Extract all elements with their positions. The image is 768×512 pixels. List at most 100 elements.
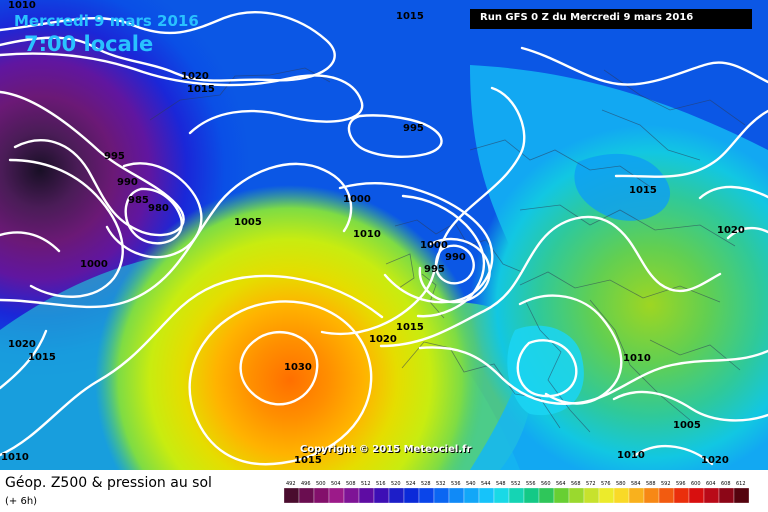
isobar-label: 1020	[8, 339, 36, 350]
legend-value-label: 512	[361, 481, 371, 487]
legend-color-swatch	[463, 487, 480, 504]
legend-color-swatch	[703, 487, 720, 504]
legend-value-label: 612	[736, 481, 746, 487]
legend-value-label: 572	[586, 481, 596, 487]
isobar-label: 980	[148, 203, 169, 214]
legend-color-swatch	[493, 487, 510, 504]
legend-value-label: 500	[316, 481, 326, 487]
legend-color-swatch	[643, 487, 660, 504]
model-run-box	[470, 9, 752, 29]
model-run-text: Run GFS 0 Z du Mercredi 9 mars 2016	[480, 12, 694, 23]
legend-value-label: 548	[496, 481, 506, 487]
legend-color-swatch	[688, 487, 705, 504]
isobar-label: 1030	[284, 362, 312, 373]
legend-value-label: 576	[601, 481, 611, 487]
isobar-label: 1015	[629, 185, 657, 196]
map-time: 7:00 locale	[24, 32, 154, 56]
legend-color-swatch	[418, 487, 435, 504]
legend-color-swatch	[733, 487, 750, 504]
legend-color-swatch	[508, 487, 525, 504]
legend-value-label: 540	[466, 481, 476, 487]
legend-color-swatch	[658, 487, 675, 504]
isobar-label: 1015	[396, 322, 424, 333]
legend-color-swatch	[284, 487, 300, 504]
legend-value-label: 536	[451, 481, 461, 487]
legend-value-label: 564	[556, 481, 566, 487]
color-scale-legend: 492 496 500 504 508 512 516 520 524 528 532 536 540 5…	[284, 481, 750, 504]
isobar-label: 1020	[717, 225, 745, 236]
legend-color-swatch	[478, 487, 495, 504]
legend-color-swatch	[448, 487, 465, 504]
isobar-label: 1015	[187, 84, 215, 95]
legend-color-swatch	[538, 487, 555, 504]
legend-value-label: 560	[541, 481, 551, 487]
legend-color-swatch	[673, 487, 690, 504]
legend-value-label: 580	[616, 481, 626, 487]
legend-color-swatch	[358, 487, 375, 504]
legend-color-swatch	[718, 487, 735, 504]
isobar-label: 1010	[617, 450, 645, 461]
legend-color-swatch	[313, 487, 330, 504]
isobar-label: 1005	[673, 420, 701, 431]
isobar-label: 1000	[80, 259, 108, 270]
legend-color-swatch	[583, 487, 600, 504]
legend-color-swatch	[328, 487, 345, 504]
legend-color-swatch	[298, 487, 315, 504]
legend-value-label: 604	[706, 481, 716, 487]
isobar-label: 1020	[181, 71, 209, 82]
legend-value-label: 608	[721, 481, 731, 487]
isobar-label: 1000	[343, 194, 371, 205]
legend-color-swatch	[403, 487, 420, 504]
isobar-label: 1010	[623, 353, 651, 364]
legend-value-label: 596	[676, 481, 686, 487]
isobar-label: 1005	[234, 217, 262, 228]
legend-value-label: 508	[346, 481, 356, 487]
legend-color-swatch	[373, 487, 390, 504]
isobar-label: 990	[117, 177, 138, 188]
legend-value-label: 592	[661, 481, 671, 487]
legend-color-swatch	[523, 487, 540, 504]
legend-value-label: 528	[421, 481, 431, 487]
weather-map: 1010 1015 1020 1015 995 990 985 980 1000…	[0, 0, 768, 470]
legend-color-swatch	[598, 487, 615, 504]
legend-color-swatch	[343, 487, 360, 504]
legend-value-label: 544	[481, 481, 491, 487]
isobar-label: 1010	[8, 0, 36, 11]
legend-value-label: 516	[376, 481, 386, 487]
isobar-label: 1010	[353, 229, 381, 240]
legend-value-label: 520	[391, 481, 401, 487]
isobar-label: 1020	[369, 334, 397, 345]
legend-color-swatch	[613, 487, 630, 504]
legend-value-label: 496	[301, 481, 311, 487]
isobar-label: 1015	[396, 11, 424, 22]
legend-value-label: 584	[631, 481, 641, 487]
isobar-label: 1015	[294, 455, 322, 466]
map-title: Géop. Z500 & pression au sol	[5, 475, 212, 491]
isobar-label: 995	[104, 151, 125, 162]
map-date: Mercredi 9 mars 2016	[14, 12, 199, 30]
forecast-step: (+ 6h)	[5, 496, 38, 507]
legend-value-label: 524	[406, 481, 416, 487]
legend-color-swatch	[433, 487, 450, 504]
legend-value-label: 492	[286, 481, 296, 487]
legend-value-label: 588	[646, 481, 656, 487]
legend-value-label: 504	[331, 481, 341, 487]
isobar-label: 990	[445, 252, 466, 263]
legend-value-label: 532	[436, 481, 446, 487]
copyright-text: Copyright © 2015 Meteociel.fr	[300, 444, 472, 455]
isobar-label: 1020	[701, 455, 729, 466]
legend-color-swatch	[388, 487, 405, 504]
legend-value-label: 552	[511, 481, 521, 487]
isobar-label: 985	[128, 195, 149, 206]
legend-color-swatch	[628, 487, 645, 504]
legend-color-swatch	[553, 487, 570, 504]
legend-value-label: 556	[526, 481, 536, 487]
isobar-label: 995	[403, 123, 424, 134]
legend-color-swatch	[568, 487, 585, 504]
legend-value-label: 568	[571, 481, 581, 487]
legend-value-label: 600	[691, 481, 701, 487]
isobar-label: 995	[424, 264, 445, 275]
isobar-label: 1015	[28, 352, 56, 363]
isobar-label: 1000	[420, 240, 448, 251]
